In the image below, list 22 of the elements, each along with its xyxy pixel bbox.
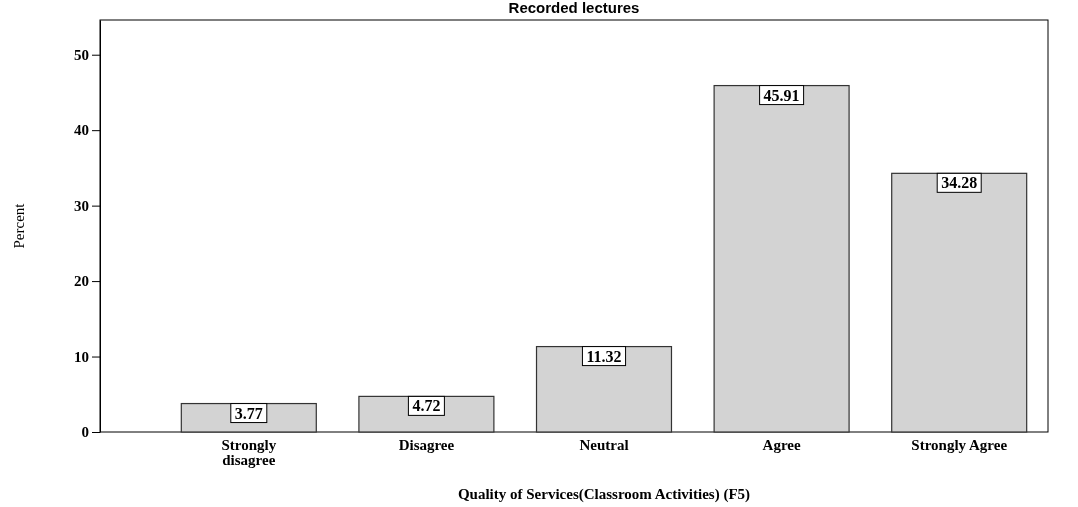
x-tick-label: Disagree bbox=[398, 436, 455, 453]
y-tick-label: 20 bbox=[74, 273, 89, 290]
data-label: 45.91 bbox=[763, 86, 800, 104]
y-tick-label: 30 bbox=[74, 197, 89, 214]
x-tick-label: Neutral bbox=[579, 436, 629, 453]
bar bbox=[891, 172, 1028, 433]
bar bbox=[535, 345, 673, 433]
x-tick-label: Strongly disagree bbox=[221, 436, 277, 468]
y-axis-title: Percent bbox=[11, 202, 27, 249]
y-tick-label: 50 bbox=[74, 47, 89, 64]
data-label: 4.72 bbox=[412, 397, 441, 415]
y-tick-label: 40 bbox=[74, 122, 89, 139]
data-label: 11.32 bbox=[586, 347, 622, 365]
x-tick-label: Agree bbox=[762, 436, 801, 453]
bar bbox=[713, 84, 850, 433]
y-tick-label: 0 bbox=[81, 424, 89, 441]
data-label: 3.77 bbox=[234, 404, 263, 422]
data-label: 34.28 bbox=[941, 174, 978, 192]
x-tick-label: Strongly Agree bbox=[911, 436, 1008, 453]
chart-title: Recorded lectures bbox=[508, 0, 640, 16]
x-axis-title: Quality of Services(Classroom Activities) (F5) bbox=[457, 486, 751, 503]
y-tick-label: 10 bbox=[74, 348, 89, 365]
